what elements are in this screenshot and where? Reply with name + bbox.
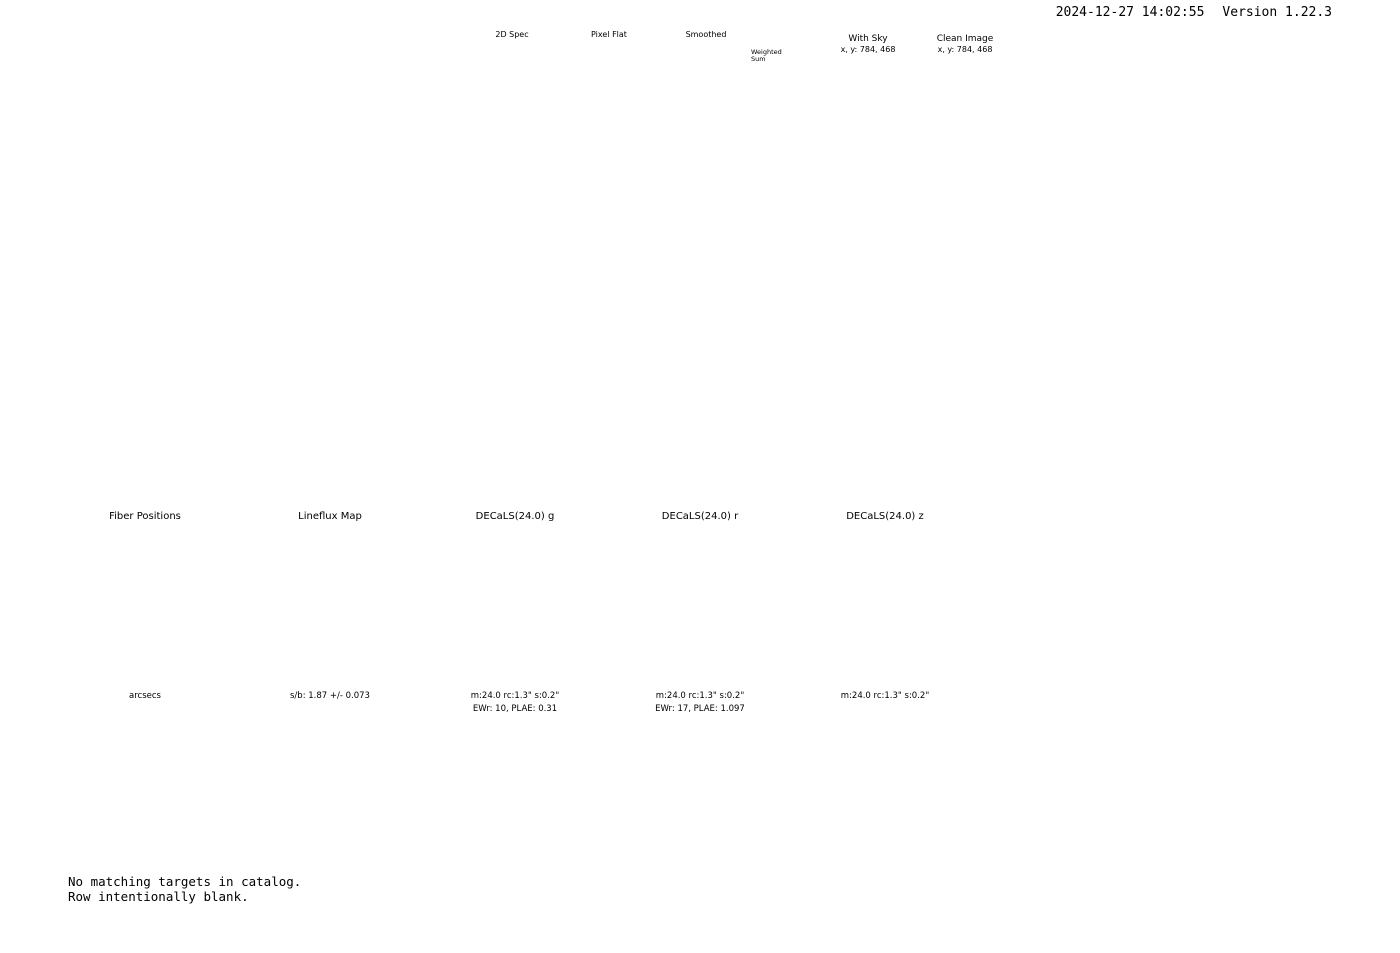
cutout-title-fiber-positions: Fiber Positions xyxy=(109,511,181,522)
cutout-title-decals-z: DECaLS(24.0) z xyxy=(846,511,924,522)
weighted-sum-label: Weighted Sum xyxy=(751,48,782,63)
with-sky-title: With Sky xyxy=(848,34,888,44)
clean-image-coords: x, y: 784, 468 xyxy=(937,45,993,54)
cutout-title-decals-g: DECaLS(24.0) g xyxy=(475,511,555,522)
spec2d-col-title-2dspec: 2D Spec xyxy=(495,30,529,39)
cutout-caption-g1: m:24.0 rc:1.3" s:0.2" xyxy=(470,691,560,701)
footer-note-1: No matching targets in catalog. xyxy=(68,874,302,889)
cutout-caption-sb: s/b: 1.87 +/- 0.073 xyxy=(290,691,370,701)
cutout-caption-g2: EWr: 10, PLAE: 0.31 xyxy=(472,704,558,714)
report-version: Version 1.22.3 xyxy=(1222,5,1332,20)
footer-note-2: Row intentionally blank. xyxy=(68,889,249,904)
cutout-caption-z1: m:24.0 rc:1.3" s:0.2" xyxy=(840,691,930,701)
spec2d-col-title-smoothed: Smoothed xyxy=(685,30,727,39)
cutout-caption-r2: EWr: 17, PLAE: 1.097 xyxy=(655,704,745,714)
report-timestamp: 2024-12-27 14:02:55 xyxy=(1055,5,1205,20)
report-meta: 2024-12-27 14:02:55 Version 1.22.3 xyxy=(1056,5,1332,20)
cutout-caption-r1: m:24.0 rc:1.3" s:0.2" xyxy=(655,691,745,701)
spec2d-col-title-pixelflat: Pixel Flat xyxy=(591,30,627,39)
cutout-xlabel: arcsecs xyxy=(129,691,161,701)
cutout-title-lineflux-map: Lineflux Map xyxy=(298,511,362,522)
clean-image-title: Clean Image xyxy=(936,34,994,44)
with-sky-coords: x, y: 784, 468 xyxy=(840,45,896,54)
cutout-title-decals-r: DECaLS(24.0) r xyxy=(661,511,739,522)
